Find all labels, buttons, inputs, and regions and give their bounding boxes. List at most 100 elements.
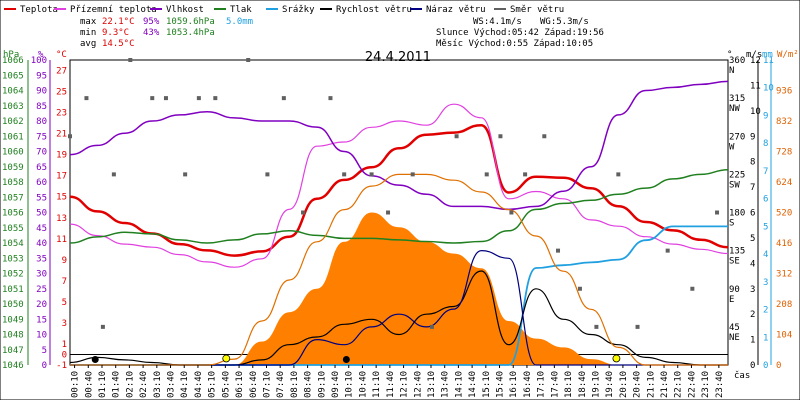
axis-hpa-tick: 1064 (2, 87, 24, 97)
stat-wg: WG:5.3m/s (540, 17, 589, 27)
legend-label-6: Náraz větru (426, 5, 486, 15)
axis-mm-tick: 3 (763, 278, 768, 288)
x-tick-label: 23:10 (701, 371, 711, 398)
x-tick-label: 12:40 (413, 371, 423, 398)
axis-pct-tick: 50 (36, 209, 47, 219)
axis-hpa-tick: 1059 (2, 163, 24, 173)
stat-avg-label: avg (80, 39, 96, 49)
axis-mm-tick: 1 (763, 333, 768, 343)
moonset-marker (342, 355, 350, 363)
axis-pct-tick: 15 (36, 315, 47, 325)
axis-dir-name: NE (729, 333, 740, 343)
axis-mm-label: mm (762, 50, 773, 60)
legend: Teplota Přízemní teplota Vlhkost Tlak Srážky… (4, 5, 564, 15)
axis-hpa-tick: 1056 (2, 209, 24, 219)
axis-ms-tick: 2 (750, 310, 755, 320)
axis-temp-tick: 27 (56, 67, 67, 77)
wind-direction-point (542, 134, 547, 139)
axis-mm-tick: 2 (763, 306, 768, 316)
axis-temp-tick: 21 (56, 130, 67, 140)
axis-temp-tick: 9 (62, 256, 67, 266)
stat-min-hum: 43% (143, 28, 160, 38)
axis-ms-tick: 5 (750, 234, 755, 244)
wind-direction-point (498, 134, 503, 139)
axis-dir-tick: 90 (729, 285, 740, 295)
axis-mm-tick: 11 (763, 56, 774, 66)
x-tick-label: 05:40 (221, 371, 231, 398)
axis-mm-tick: 5 (763, 222, 768, 232)
axis-pct-tick: 25 (36, 285, 47, 295)
wind-direction-point (715, 210, 720, 215)
x-tick-label: 15:40 (496, 371, 506, 398)
axis-temp-tick: 0 (62, 350, 67, 360)
x-tick-label: 04:10 (180, 371, 190, 398)
wind-direction-point (386, 210, 391, 215)
wind-direction-point (577, 286, 582, 291)
wind-direction-point (183, 172, 188, 177)
axis-dir-name: NW (729, 104, 740, 114)
axis-hpa-tick: 1052 (2, 270, 24, 280)
x-tick-label: 03:40 (167, 371, 177, 398)
axis-wm2-tick: 832 (776, 117, 792, 127)
axis-hpa-tick: 1053 (2, 254, 24, 264)
wind-direction-point (68, 134, 72, 139)
x-tick-label: 10:40 (358, 371, 368, 398)
x-tick-label: 03:10 (153, 371, 163, 398)
axis-dir-name: SW (729, 180, 740, 190)
wind-direction-point (454, 134, 459, 139)
axis-pct-tick: 80 (36, 117, 47, 127)
stat-max-hum: 95% (143, 17, 160, 27)
x-tick-label: 20:40 (633, 371, 643, 398)
axis-hpa-tick: 1058 (2, 178, 24, 188)
sunset-marker (612, 354, 621, 363)
x-tick-label: 14:40 (468, 371, 478, 398)
axis-pct-tick: 20 (36, 300, 47, 310)
x-tick-label: 08:10 (290, 371, 300, 398)
moonrise-marker (91, 355, 99, 363)
legend-label-1: Přízemní teplota (70, 5, 157, 15)
axis-wm2-tick: 728 (776, 148, 792, 158)
axis-mm-tick: 10 (763, 84, 774, 94)
wind-direction-point (429, 324, 434, 329)
axis-pct-tick: 75 (36, 132, 47, 142)
wind-direction-point (484, 172, 489, 177)
axis-pct-tick: 0 (42, 361, 47, 371)
axis-hpa-tick: 1049 (2, 315, 24, 325)
series-solar-area (70, 212, 728, 365)
legend-label-7: Směr větru (510, 5, 564, 15)
wind-direction-point (594, 324, 599, 329)
axis-temp-tick: -1 (56, 361, 67, 371)
axis-pct-tick: 40 (36, 239, 47, 249)
axis-temp-tick: 3 (62, 319, 67, 329)
x-tick-label: 17:40 (550, 371, 560, 398)
axis-ms-tick: 9 (750, 132, 755, 142)
axis-hpa-tick: 1065 (2, 71, 24, 81)
x-tick-label: 18:10 (564, 371, 574, 398)
axis-ms-tick: 3 (750, 285, 755, 295)
axis-mm-tick: 0 (763, 361, 768, 371)
axis-hpa-tick: 1063 (2, 102, 24, 112)
axis-hpa-tick: 1060 (2, 148, 24, 158)
axis-pct-tick: 100 (31, 56, 47, 66)
axis-temp-tick: 5 (62, 298, 67, 308)
wind-direction-point (509, 210, 514, 215)
stat-min-temp: 9.3°C (102, 28, 129, 38)
x-tick-label: 06:10 (235, 371, 245, 398)
axis-hpa-tick: 1054 (2, 239, 24, 249)
axis-pct-tick: 55 (36, 193, 47, 203)
axis-dir-label: ° (727, 50, 732, 60)
axis-mm-tick: 7 (763, 167, 768, 177)
axis-dir-tick: 360 (729, 56, 745, 66)
x-tick-label: 02:10 (125, 371, 135, 398)
series-3-line (69, 169, 729, 244)
x-tick-label: 02:40 (139, 371, 149, 398)
axis-pct-label: % (38, 50, 44, 60)
wind-direction-point (128, 58, 133, 62)
wind-direction-point (369, 172, 374, 177)
axis-mm-tick: 9 (763, 111, 768, 121)
stat-sun: Slunce Východ:05:42 Západ:19:56 (436, 28, 604, 38)
axis-ms-tick: 6 (750, 209, 755, 219)
x-tick-label: 06:40 (249, 371, 259, 398)
chart-title: 24.4.2011 (365, 50, 431, 65)
axis-wm2-tick: 624 (776, 178, 792, 188)
